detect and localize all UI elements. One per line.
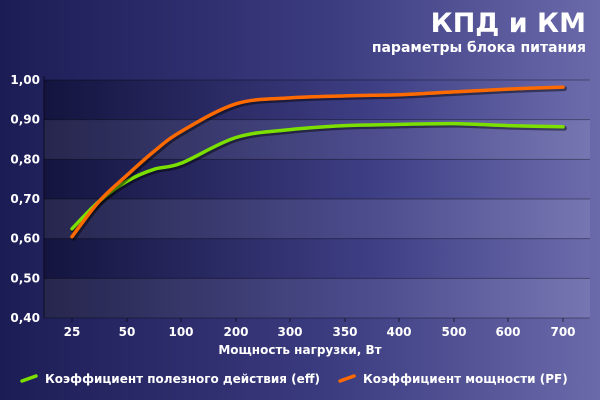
legend-label: Коэффициент полезного действия (eff) — [45, 372, 320, 386]
legend-swatch — [338, 374, 356, 383]
x-tick-label: 300 — [277, 325, 302, 339]
legend-swatch — [20, 374, 38, 383]
x-tick-label: 400 — [386, 325, 411, 339]
plot-area — [44, 80, 590, 318]
x-tick-label: 200 — [223, 325, 248, 339]
legend-label: Коэффициент мощности (PF) — [363, 372, 568, 386]
x-tick-label: 100 — [168, 325, 193, 339]
x-axis-ticks: 25 50 100 200 300 350 400 500 600 700 — [64, 325, 576, 339]
x-tick-label: 350 — [332, 325, 357, 339]
grid-band — [44, 199, 590, 239]
y-tick-label: 1,00 — [10, 73, 40, 87]
y-tick-label: 0,70 — [10, 192, 40, 206]
x-tick-label: 50 — [119, 325, 136, 339]
x-tick-label: 700 — [550, 325, 575, 339]
x-tick-label: 600 — [495, 325, 520, 339]
y-tick-label: 0,80 — [10, 152, 40, 166]
x-tick-label: 500 — [441, 325, 466, 339]
y-tick-label: 0,90 — [10, 113, 40, 127]
y-tick-label: 0,60 — [10, 232, 40, 246]
series-line-power-factor — [70, 85, 565, 239]
chart-title: КПД и КМ — [431, 8, 586, 39]
chart-subtitle: параметры блока питания — [372, 40, 586, 56]
series-lines — [70, 85, 567, 241]
y-axis-ticks: 0,40 0,50 0,60 0,70 0,80 0,90 1,00 — [10, 73, 40, 325]
grid-band — [44, 278, 590, 318]
series-line-efficiency — [70, 121, 565, 231]
y-tick-label: 0,40 — [10, 311, 40, 325]
plot-background — [44, 80, 590, 318]
x-axis-label: Мощность нагрузки, Вт — [218, 343, 381, 357]
x-tick-label: 25 — [64, 325, 81, 339]
y-tick-label: 0,50 — [10, 271, 40, 285]
legend: Коэффициент полезного действия (eff) Коэф… — [20, 372, 568, 386]
